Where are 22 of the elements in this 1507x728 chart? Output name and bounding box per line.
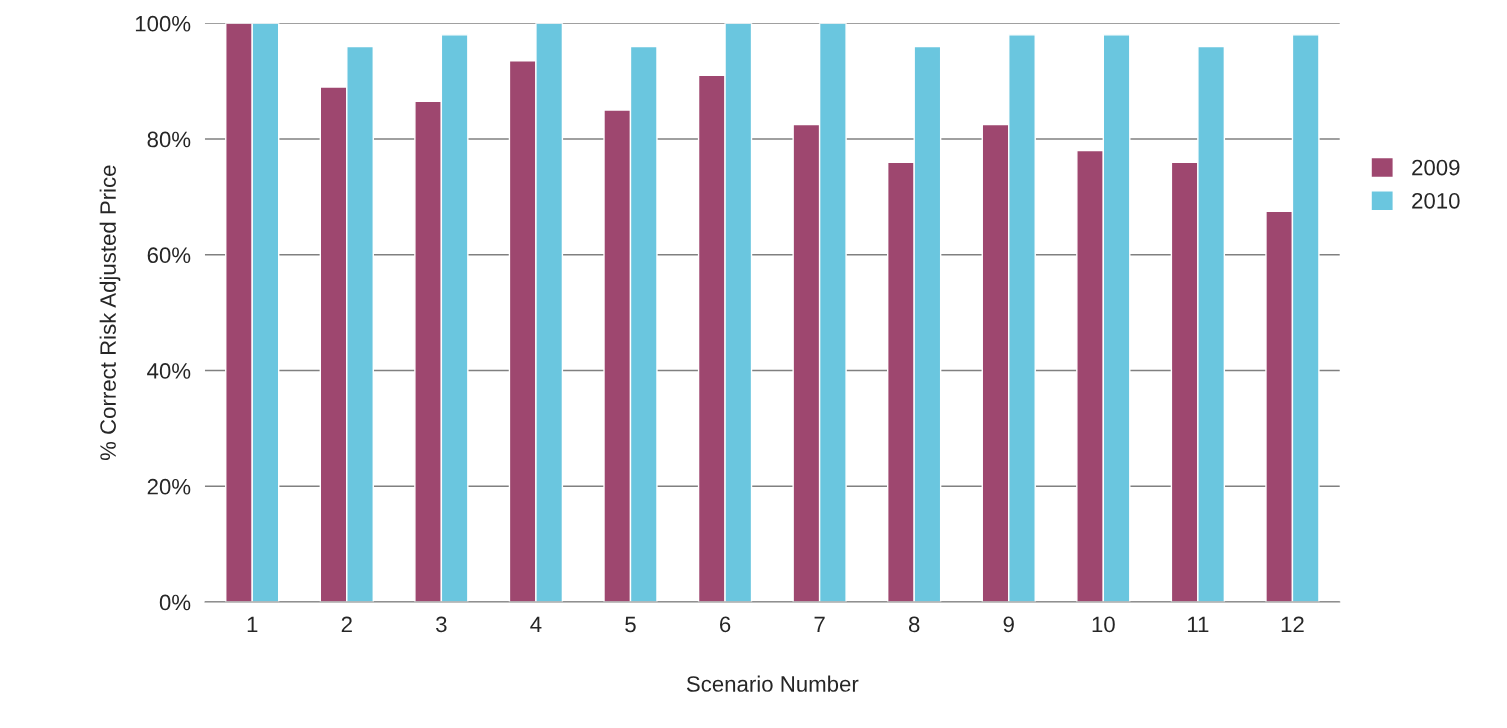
x-tick-label: 3	[436, 616, 447, 633]
x-tick-label: 7	[814, 616, 825, 633]
x-axis-title: Scenario Number	[686, 675, 859, 692]
y-tick-label: 20%	[147, 478, 191, 495]
x-tick-label: 1	[247, 616, 258, 633]
legend-label: 2009	[1412, 159, 1460, 176]
x-tick-label: 10	[1092, 616, 1115, 633]
x-tick-label: 4	[530, 616, 542, 633]
y-tick-label: 0%	[159, 594, 191, 611]
x-tick-label: 11	[1188, 616, 1209, 633]
x-tick-label: 6	[720, 616, 731, 633]
x-tick-label: 12	[1281, 616, 1304, 633]
y-tick-label: 60%	[147, 247, 191, 264]
x-tick-label: 8	[908, 616, 920, 633]
y-axis-title: % Correct Risk Adjusted Price	[99, 165, 121, 461]
y-tick-label: 80%	[147, 131, 191, 148]
x-tick-label: 5	[625, 616, 636, 633]
x-tick-label: 9	[1003, 616, 1014, 633]
y-tick-label: 40%	[147, 363, 191, 379]
legend-label: 2010	[1412, 192, 1460, 209]
x-tick-label: 2	[341, 616, 352, 633]
y-tick-label: 100%	[135, 15, 191, 32]
